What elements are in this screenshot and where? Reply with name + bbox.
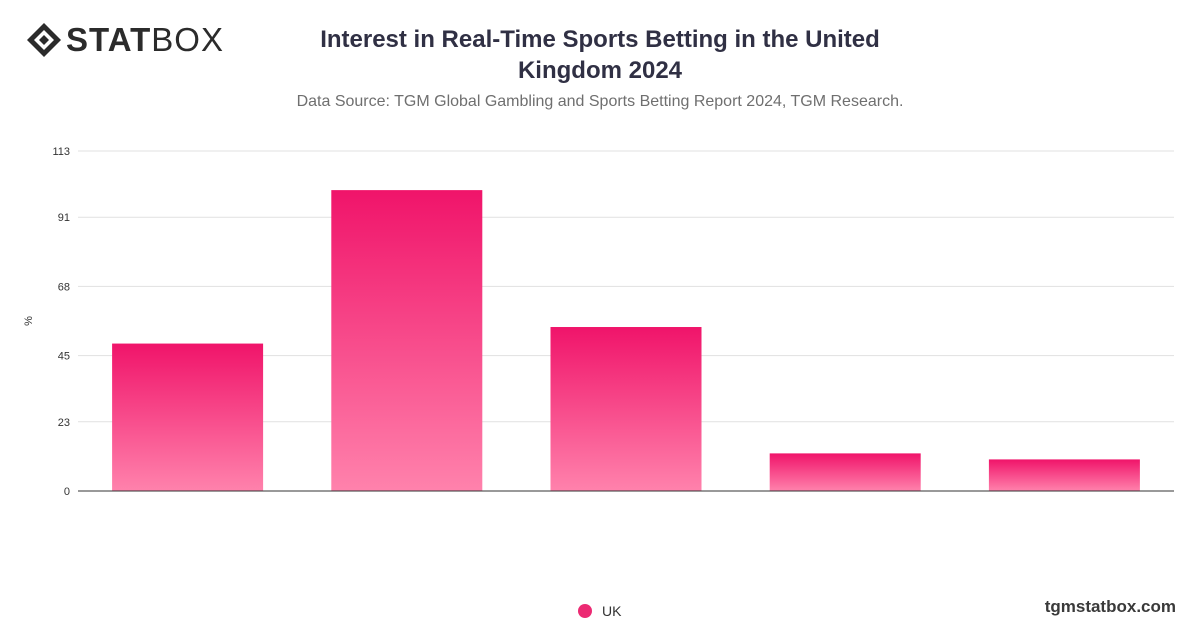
y-tick-label: 113: [52, 146, 70, 158]
y-tick-label: 23: [58, 417, 70, 429]
bar-5[interactable]: [988, 459, 1140, 491]
logo-text-bold: STAT: [66, 21, 152, 58]
bars: [112, 190, 1140, 491]
y-tick-label: 68: [58, 281, 70, 293]
y-axis-label: %: [23, 316, 35, 326]
chart-subtitle: Data Source: TGM Global Gambling and Spo…: [296, 93, 904, 110]
bar-4[interactable]: [769, 453, 921, 491]
logo-text-light: BOX: [151, 21, 224, 58]
brand-url[interactable]: tgmstatbox.com: [1044, 597, 1176, 616]
bar-2[interactable]: [331, 190, 483, 491]
legend[interactable]: UK: [578, 602, 621, 620]
statbox-logo-icon: [27, 23, 61, 57]
chart-title: Interest in Real-Time Sports Betting in …: [320, 26, 880, 84]
axes: 0 23 45 68 91 113%: [23, 146, 1174, 498]
bar-1[interactable]: [112, 343, 264, 491]
y-tick-label: 91: [58, 212, 70, 224]
statbox-logo-text: STATBOX: [66, 22, 224, 58]
y-tick-label: 45: [58, 351, 70, 363]
y-tick-label: 0: [64, 486, 70, 498]
legend-swatch-uk: [578, 604, 592, 618]
legend-label-uk: UK: [602, 603, 622, 619]
bar-3[interactable]: [550, 327, 702, 491]
statbox-logo: STATBOX: [26, 22, 224, 58]
